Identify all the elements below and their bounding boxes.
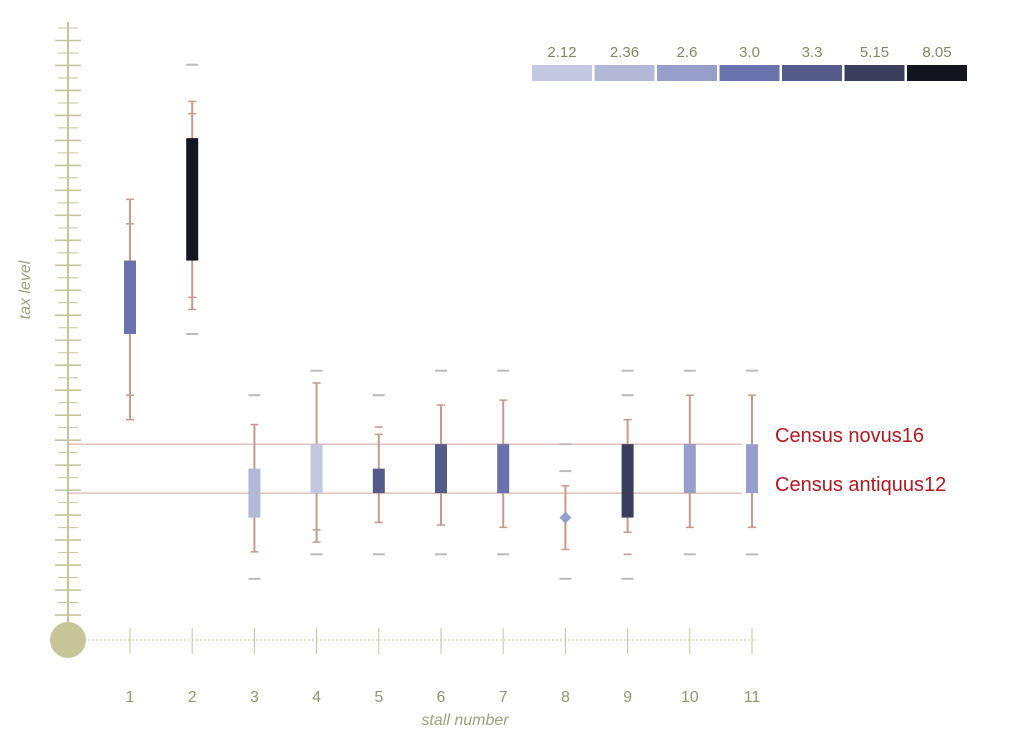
legend-label: 3.3 (802, 44, 823, 61)
box-item (683, 369, 696, 556)
x-tick-label: 6 (437, 689, 446, 706)
x-tick-label: 1 (126, 689, 135, 706)
y-axis-title: tax level (17, 260, 34, 319)
boxes (124, 63, 758, 580)
box (621, 444, 634, 518)
axes (50, 22, 757, 658)
box (124, 260, 136, 334)
box (683, 444, 696, 494)
legend-swatch (657, 65, 717, 81)
box-item (746, 369, 758, 556)
x-axis-title: stall number (421, 712, 509, 729)
legend-swatch (782, 65, 842, 81)
box-item (310, 369, 323, 556)
box-item (372, 394, 385, 556)
box-item (248, 394, 261, 580)
x-tick-label: 10 (681, 689, 699, 706)
box (248, 468, 261, 518)
x-tick-label: 8 (561, 689, 570, 706)
axis-origin-dot (50, 622, 86, 658)
legend-swatch (719, 65, 780, 81)
box-item (497, 369, 510, 556)
legend-swatch (532, 65, 592, 81)
x-tick-label: 2 (188, 689, 197, 706)
legend-swatch (907, 65, 967, 81)
x-tick-label: 3 (250, 689, 259, 706)
x-tick-labels: 1 2 3 4 5 6 7 8 9 10 11 (126, 689, 761, 706)
x-tick-label: 7 (499, 689, 508, 706)
box-item (186, 63, 199, 335)
legend-swatch (844, 65, 905, 81)
box (746, 444, 758, 494)
box (186, 138, 199, 261)
x-tick-label: 11 (744, 689, 761, 706)
x-tick-label: 5 (374, 689, 383, 706)
box-item (124, 198, 136, 421)
reference-line-label: Census novus16 (775, 425, 924, 447)
legend-label: 2.6 (677, 44, 698, 61)
box-item (435, 369, 447, 556)
box (310, 444, 323, 494)
legend-label: 2.12 (547, 44, 576, 61)
box (372, 468, 385, 494)
x-tick-label: 9 (623, 689, 632, 706)
legend-label: 5.15 (860, 44, 889, 61)
legend-label: 3.0 (739, 44, 760, 61)
reference-line-label: Census antiquus12 (775, 474, 946, 496)
box (497, 444, 510, 494)
box-item (559, 443, 572, 580)
median-marker (559, 511, 572, 524)
legend-label: 8.05 (922, 44, 951, 61)
x-tick-label: 4 (312, 689, 321, 706)
legend-swatch (594, 65, 655, 81)
legend-label: 2.36 (610, 44, 639, 61)
legend: 2.12 2.36 2.6 3.0 3.3 5.15 8.05 (532, 44, 967, 81)
box-item (621, 369, 634, 580)
box (435, 444, 447, 494)
